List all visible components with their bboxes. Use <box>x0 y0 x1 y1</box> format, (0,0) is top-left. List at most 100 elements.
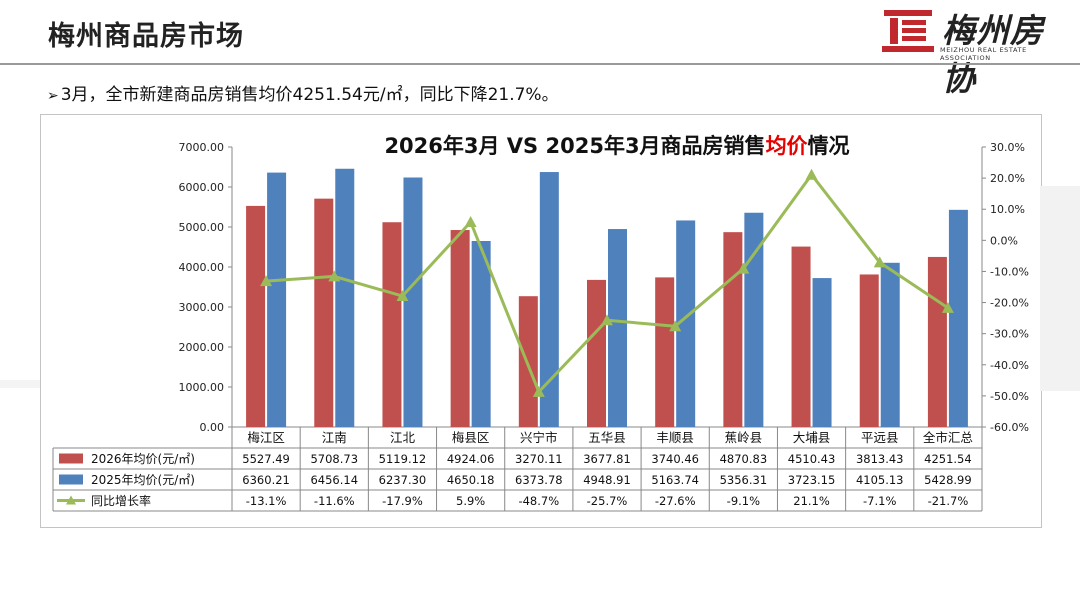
growth-rate-marker <box>805 168 818 180</box>
y-right-tick-label: 0.0% <box>990 234 1018 247</box>
y-left-tick-label: 7000.00 <box>179 141 225 154</box>
chart-title-part: 情况 <box>808 134 850 158</box>
legend-series-name: 2025年均价(元/㎡) <box>91 473 195 487</box>
y-right-tick-label: -30.0% <box>990 328 1029 341</box>
header-divider <box>0 63 1080 65</box>
y-right-tick-label: -10.0% <box>990 265 1029 278</box>
summary-text: 3月，全市新建商品房销售均价4251.54元/㎡，同比下降21.7%。 <box>60 85 559 105</box>
side-decoration <box>1040 186 1080 391</box>
data-label: 4650.18 <box>447 473 495 487</box>
y-right-tick-label: -20.0% <box>990 297 1029 310</box>
growth-rate-marker <box>941 301 954 313</box>
growth-rate-line <box>265 173 949 394</box>
y-right-tick-label: -60.0% <box>990 421 1029 434</box>
bullet-arrow-icon: ➢ <box>47 88 59 104</box>
data-label: 5.9% <box>456 494 485 508</box>
growth-rate-marker <box>328 270 341 282</box>
growth-rate-marker <box>260 275 273 287</box>
y-left-tick-label: 3000.00 <box>179 301 225 314</box>
y-right-tick-label: 10.0% <box>990 203 1025 216</box>
x-category-label: 梅江区 <box>247 430 285 445</box>
bar-2025 <box>880 262 900 427</box>
y-left-tick-label: 1000.00 <box>179 381 225 394</box>
x-category-label: 兴宁市 <box>520 430 558 445</box>
bar-2026 <box>655 277 675 427</box>
page-title: 梅州商品房市场 <box>48 21 244 52</box>
y-left-tick-label: 5000.00 <box>179 221 225 234</box>
data-label: 6237.30 <box>379 473 427 487</box>
data-label: 5527.49 <box>242 452 290 466</box>
x-category-label: 江北 <box>390 430 416 445</box>
logo-mark-icon <box>882 10 934 52</box>
bar-2025 <box>812 278 832 427</box>
y-left-tick-label: 6000.00 <box>179 181 225 194</box>
data-label: -11.6% <box>314 494 355 508</box>
logo: 梅州房协 MEIZHOU REAL ESTATE ASSOCIATION <box>880 6 1076 98</box>
bar-2026 <box>723 232 743 427</box>
data-label: 5119.12 <box>379 452 427 466</box>
legend-swatch-marker <box>66 495 76 505</box>
bar-2026 <box>927 256 947 427</box>
data-label: 4924.06 <box>447 452 495 466</box>
chart-title-part: 2026年3月 VS 2025年3月商品房销售 <box>384 134 765 158</box>
data-label: 5428.99 <box>924 473 972 487</box>
data-label: -17.9% <box>382 494 423 508</box>
data-label: 6360.21 <box>242 473 290 487</box>
legend-series-name: 2026年均价(元/㎡) <box>91 452 195 466</box>
bar-2026 <box>450 230 470 427</box>
y-right-tick-label: 20.0% <box>990 172 1025 185</box>
data-label: 3740.46 <box>651 452 699 466</box>
legend-swatch <box>59 474 83 485</box>
bar-2026 <box>859 274 879 427</box>
data-label: 3723.15 <box>788 473 836 487</box>
x-category-label: 梅县区 <box>452 430 490 445</box>
chart-title: 2026年3月 VS 2025年3月商品房销售均价情况 <box>384 134 849 158</box>
bar-2025 <box>744 212 764 427</box>
growth-rate-marker <box>601 314 613 326</box>
data-label: 3677.81 <box>583 452 631 466</box>
data-label: 5356.31 <box>720 473 768 487</box>
bar-2025 <box>948 209 968 427</box>
y-right-tick-label: -50.0% <box>990 390 1029 403</box>
data-label: 5708.73 <box>310 452 358 466</box>
bar-2025 <box>335 168 355 427</box>
x-category-label: 五华县 <box>588 430 626 445</box>
data-label: 4105.13 <box>856 473 904 487</box>
data-label: -25.7% <box>587 494 628 508</box>
data-label: -7.1% <box>863 494 896 508</box>
x-category-label: 大埔县 <box>793 430 831 445</box>
y-left-tick-label: 0.00 <box>200 421 225 434</box>
growth-rate-marker <box>464 215 477 227</box>
y-right-tick-label: -40.0% <box>990 359 1029 372</box>
x-category-label: 江南 <box>322 430 347 445</box>
data-label: 5163.74 <box>651 473 699 487</box>
bar-2026 <box>518 296 538 427</box>
logo-subtitle: MEIZHOU REAL ESTATE ASSOCIATION <box>940 46 1027 62</box>
legend-swatch <box>59 453 83 464</box>
data-label: 6456.14 <box>310 473 358 487</box>
data-label: -48.7% <box>518 494 559 508</box>
left-decoration <box>0 380 40 388</box>
growth-rate-marker <box>873 256 886 268</box>
data-label: 4251.54 <box>924 452 972 466</box>
x-category-label: 蕉岭县 <box>725 430 763 445</box>
growth-rate-marker <box>396 290 409 302</box>
bar-2026 <box>382 222 402 427</box>
data-label: -27.6% <box>655 494 696 508</box>
data-label: 4510.43 <box>788 452 836 466</box>
bar-2025 <box>608 229 627 427</box>
bar-2026 <box>791 246 811 427</box>
price-comparison-chart: 2026年3月 VS 2025年3月商品房销售均价情况 0.00 1000.00 20… <box>52 134 1029 512</box>
chart-title-part: 均价 <box>766 134 809 158</box>
data-label: -9.1% <box>727 494 760 508</box>
x-category-label: 全市汇总 <box>923 430 973 445</box>
chart-frame: 2026年3月 VS 2025年3月商品房销售均价情况 0.00 1000.00 20… <box>40 114 1042 528</box>
y-right-tick-label: 30.0% <box>990 141 1025 154</box>
legend-series-name: 同比增长率 <box>91 493 151 508</box>
data-label: 21.1% <box>793 494 830 508</box>
x-category-label: 丰顺县 <box>656 430 694 445</box>
data-label: 3813.43 <box>856 452 904 466</box>
data-label: -21.7% <box>928 494 969 508</box>
bar-2025 <box>403 177 423 427</box>
growth-rate-marker <box>669 320 682 332</box>
